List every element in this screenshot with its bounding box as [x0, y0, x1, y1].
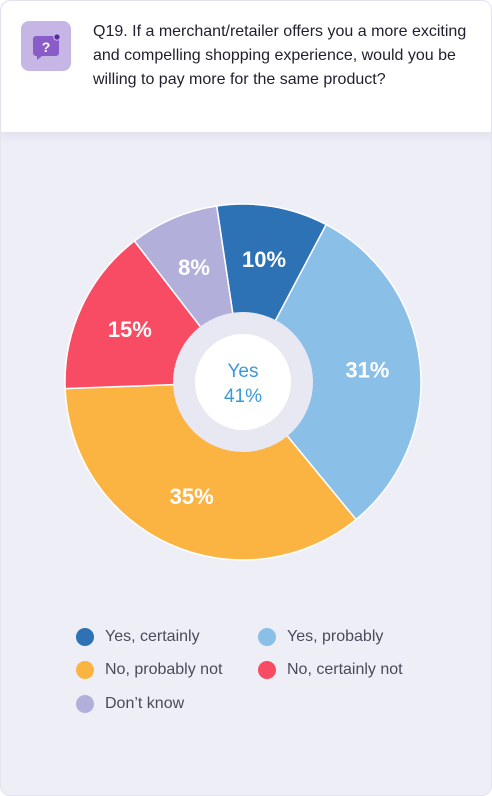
legend-label: No, probably not — [105, 661, 223, 678]
legend-item-yes-probably: Yes, probably — [258, 625, 383, 649]
value-label-dont-know: 8% — [178, 255, 210, 280]
question-bubble-icon: ? — [21, 21, 71, 71]
legend-label: Yes, certainly — [105, 628, 200, 645]
center-badge — [195, 334, 291, 430]
legend-swatch — [76, 661, 94, 679]
legend-label: No, certainly not — [287, 661, 403, 678]
legend-item-no-certainly-not: No, certainly not — [258, 658, 403, 682]
question-header: ? Q19. If a merchant/retailer offers you… — [1, 1, 491, 132]
legend-item-yes-certainly: Yes, certainly — [76, 625, 200, 649]
legend-label: Yes, probably — [287, 628, 384, 645]
legend-swatch — [258, 628, 276, 646]
value-label-yes-certainly: 10% — [242, 247, 286, 272]
svg-text:?: ? — [42, 39, 51, 55]
center-label-yes: Yes — [228, 361, 259, 382]
center-label-percent: 41% — [224, 386, 262, 407]
question-text: Q19. If a merchant/retailer offers you a… — [93, 23, 467, 88]
value-label-no-probably-not: 35% — [170, 484, 214, 509]
legend-swatch — [76, 695, 94, 713]
value-label-yes-probably: 31% — [345, 357, 389, 382]
legend-label: Don’t know — [105, 695, 185, 712]
slice-no-probably-not — [64, 381, 358, 561]
legend-swatch — [76, 628, 94, 646]
legend-item-no-probably-not: No, probably not — [76, 658, 222, 682]
legend-item-dont-know: Don’t know — [76, 692, 184, 716]
value-label-no-certainly-not: 15% — [108, 317, 152, 342]
donut-chart: 10% 31% 35% 15% 8% Yes 41% — [64, 203, 422, 561]
slice-yes-probably — [242, 223, 422, 521]
legend-swatch — [258, 661, 276, 679]
